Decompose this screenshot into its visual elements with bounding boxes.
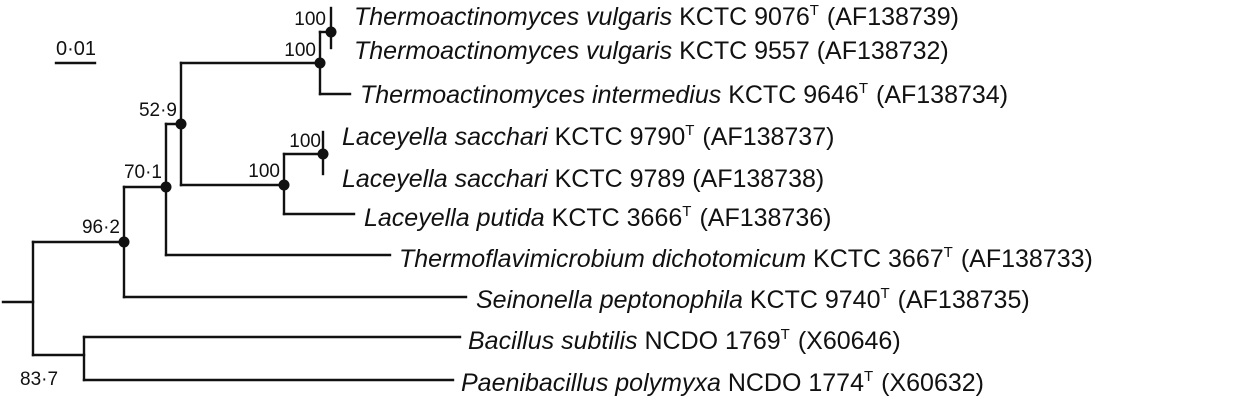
leaf-label: Thermoactinomyces vulgaris KCTC 9076T (AF… [354,2,959,31]
leaf-label: Thermoflavimicrobium dichotomicum KCTC 3… [399,244,1093,273]
bootstrap-vulgaris-pair: 100 [294,9,326,30]
bootstrap-83-7: 83·7 [20,369,58,390]
bootstrap-values: 100 100 52·9 100 100 70·1 96·2 83·7 [20,9,326,390]
bootstrap-laceyella: 100 [248,161,280,182]
node-dot-70-1 [160,181,172,193]
bootstrap-thermoactinomyces: 100 [284,40,316,61]
leaf-label: Laceyella sacchari KCTC 9790T (AF138737) [342,122,834,151]
leaf-label: Paenibacillus polymyxa NCDO 1774T (X60632… [461,368,984,397]
bootstrap-70-1: 70·1 [124,162,162,183]
leaf-label: Thermoactinomyces vulgaris KCTC 9557 (AF… [354,37,949,65]
node-dot-thermoactinomyces [314,57,326,69]
leaf-labels: Thermoactinomyces vulgaris KCTC 9076T (AF… [342,2,1093,397]
node-dot-52-9 [175,118,187,130]
bootstrap-96-2: 96·2 [82,217,120,238]
node-markers [118,26,337,248]
node-dot-vulgaris-pair [325,26,337,38]
node-dot-sacchari-pair [317,148,329,160]
scale-bar: 0·01 [54,38,97,65]
bootstrap-sacchari-pair: 100 [289,131,321,152]
leaf-label: Laceyella sacchari KCTC 9789 (AF138738) [342,165,824,193]
leaf-label: Bacillus subtilis NCDO 1769T (X60646) [468,326,901,355]
node-dot-96-2 [118,236,130,248]
leaf-label: Laceyella putida KCTC 3666T (AF138736) [364,203,831,232]
bootstrap-52-9: 52·9 [139,100,177,121]
scale-bar-label: 0·01 [56,38,96,60]
leaf-label: Thermoactinomyces intermedius KCTC 9646T… [360,80,1008,109]
node-dot-laceyella [278,179,290,191]
leaf-label: Seinonella peptonophila KCTC 9740T (AF138… [476,285,1030,314]
